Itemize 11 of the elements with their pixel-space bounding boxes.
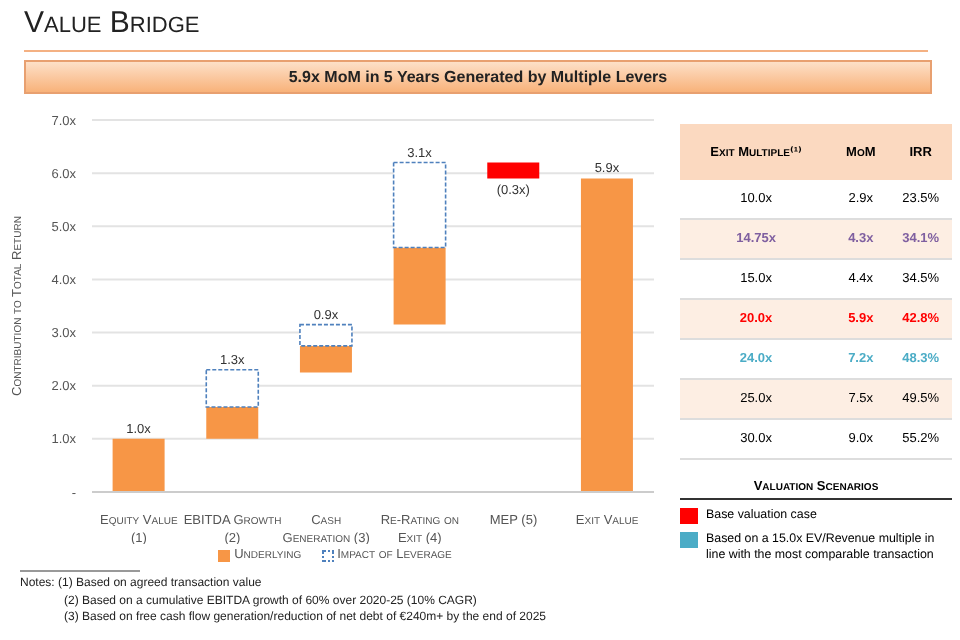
- bar: [299, 323, 353, 347]
- bar: [206, 406, 259, 439]
- bar: [393, 247, 446, 325]
- bar: [487, 162, 540, 179]
- chart-title: Value Bridge: [24, 6, 200, 40]
- bar: [299, 345, 352, 373]
- bar: [205, 368, 260, 408]
- bar: [112, 438, 165, 492]
- bar: [392, 161, 447, 249]
- bar: [580, 178, 633, 492]
- chart-subtitle: 5.9x MoM in 5 Years Generated by Multiple Levers: [24, 60, 932, 94]
